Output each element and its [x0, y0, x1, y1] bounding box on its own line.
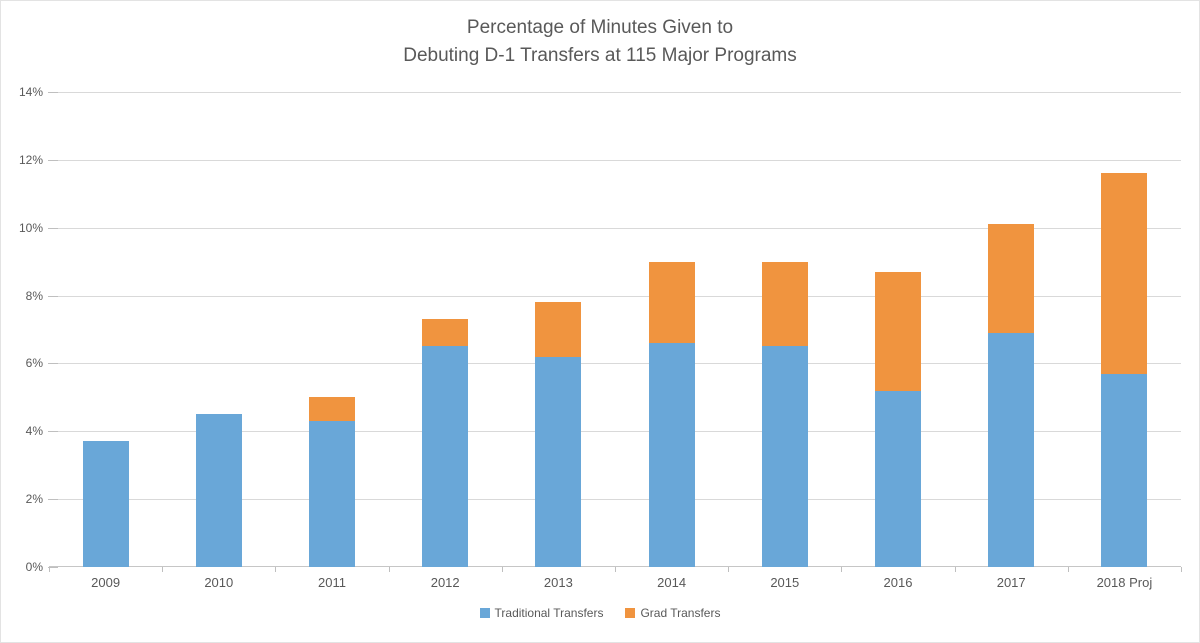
bar-segment-traditional-2018-proj [1101, 373, 1148, 567]
y-axis-tick [48, 295, 58, 297]
x-axis-label: 2017 [996, 575, 1026, 590]
gridline [49, 295, 1181, 297]
bar-segment-traditional-2012 [422, 346, 469, 567]
y-axis-label: 14% [18, 85, 43, 99]
x-axis-line [49, 566, 1181, 567]
x-axis-tick [501, 567, 503, 572]
gridline [49, 227, 1181, 229]
bar-segment-grad-2018-proj [1101, 173, 1148, 374]
y-axis-tick [48, 567, 58, 568]
legend-item-traditional: Traditional Transfers [479, 606, 604, 620]
y-axis-tick [48, 499, 58, 501]
gridline [49, 92, 1181, 93]
y-axis-label: 0% [25, 560, 43, 574]
legend-label-traditional: Traditional Transfers [494, 606, 604, 620]
x-axis-tick [1067, 567, 1069, 572]
x-axis-tick [162, 567, 164, 572]
bar-segment-grad-2017 [988, 224, 1035, 333]
bar-segment-traditional-2010 [195, 414, 242, 567]
gridline [49, 363, 1181, 365]
x-axis-label: 2013 [543, 575, 573, 590]
gridline [49, 431, 1181, 433]
chart-title-line-2: Debuting D-1 Transfers at 115 Major Prog… [403, 45, 797, 66]
bar-segment-grad-2013 [535, 302, 582, 357]
y-axis-label: 2% [25, 492, 43, 507]
y-axis-label: 8% [25, 288, 43, 303]
y-axis-label: 4% [25, 424, 43, 439]
bar-segment-traditional-2015 [761, 346, 808, 567]
bar-segment-traditional-2011 [309, 421, 355, 567]
x-axis-label: 2015 [770, 575, 800, 590]
y-axis-tick [48, 431, 58, 433]
x-axis-label: 2014 [657, 575, 687, 590]
chart-title-line-1: Percentage of Minutes Given to [466, 17, 734, 38]
x-axis-tick [954, 567, 956, 572]
x-axis-label: 2016 [883, 575, 913, 590]
y-axis-tick [48, 92, 58, 93]
bar-segment-traditional-2009 [82, 441, 129, 567]
gridline [49, 159, 1181, 161]
x-axis-label: 2011 [318, 575, 346, 590]
legend-swatch-grad-icon [625, 608, 636, 618]
x-axis-tick [49, 567, 50, 572]
legend-item-grad: Grad Transfers [625, 606, 720, 620]
x-axis-tick [728, 567, 730, 572]
x-axis-label: 2009 [91, 575, 121, 590]
y-axis-tick [48, 227, 58, 229]
x-axis-tick [1181, 567, 1182, 572]
x-axis-tick [841, 567, 843, 572]
bar-segment-traditional-2017 [988, 332, 1035, 567]
x-axis-label: 2012 [430, 575, 460, 590]
bar-segment-traditional-2014 [648, 343, 695, 567]
plot-area: 2009 2010 2011 2012 2013 2014 2015 2016 2017 2018… [48, 92, 1182, 590]
bar-segment-traditional-2016 [875, 390, 921, 567]
bar-segment-grad-2016 [875, 271, 921, 391]
x-axis-tick [388, 567, 390, 572]
legend: Traditional Transfers Grad Transfers [1, 606, 1199, 620]
y-axis-label: 10% [18, 220, 43, 235]
y-axis-tick [48, 363, 58, 365]
legend-label-grad: Grad Transfers [640, 606, 721, 620]
x-axis-tick [615, 567, 616, 572]
bar-segment-grad-2015 [761, 261, 808, 347]
legend-swatch-traditional-icon [479, 608, 490, 618]
bar-segment-grad-2011 [309, 397, 355, 422]
bar-segment-traditional-2013 [535, 356, 582, 567]
x-axis-label: 2010 [204, 575, 234, 590]
chart-title: Percentage of Minutes Given to Debuting … [1, 14, 1199, 70]
y-axis-label: 6% [25, 356, 43, 371]
x-axis-label: 2018 Proj [1096, 575, 1153, 590]
bar-segment-grad-2012 [422, 319, 469, 347]
x-axis-tick [275, 567, 277, 572]
bar-segment-grad-2014 [648, 261, 695, 344]
y-axis-label: 12% [18, 152, 43, 167]
y-axis-tick [48, 159, 58, 161]
gridline [49, 499, 1181, 501]
